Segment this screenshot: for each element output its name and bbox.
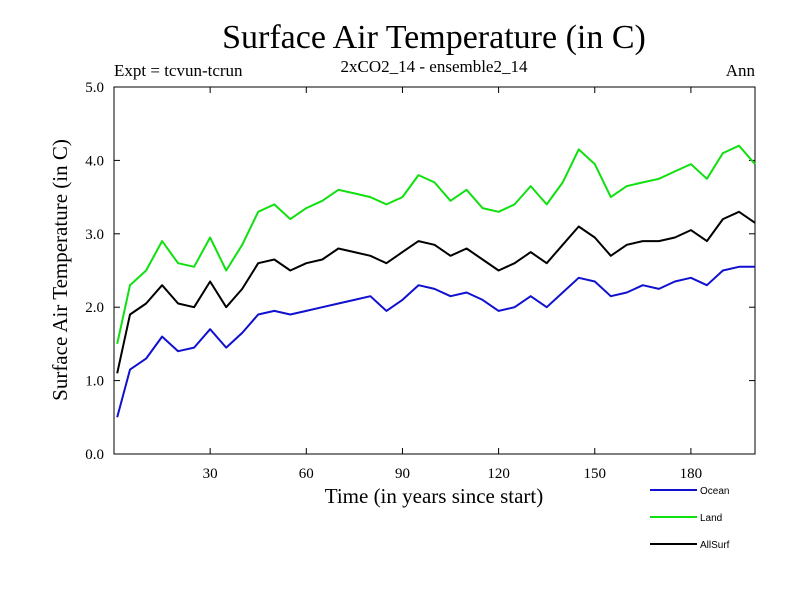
legend-label-allsurf: AllSurf: [700, 540, 730, 551]
plot-frame: [113, 86, 756, 455]
y-tick-label: 3.0: [85, 227, 104, 243]
y-tick-label: 4.0: [85, 153, 104, 169]
y-tick-label: 1.0: [85, 374, 104, 390]
y-tick-label: 2.0: [85, 300, 104, 316]
x-tick-label: 150: [584, 466, 607, 482]
legend-label-land: Land: [700, 513, 722, 524]
series-line-ocean: [116, 265, 755, 418]
y-tick-label: 5.0: [85, 80, 104, 96]
x-tick-label: 30: [203, 466, 218, 482]
x-tick-label: 90: [395, 466, 410, 482]
y-tick-label: 0.0: [85, 447, 104, 463]
legend: Ocean Land AllSurf: [650, 486, 730, 551]
x-tick-label: 180: [680, 466, 703, 482]
series-line-allsurf: [116, 210, 756, 374]
ensemble-label: 2xCO2_14 - ensemble2_14: [341, 57, 528, 76]
x-tick-label: 60: [299, 466, 314, 482]
legend-label-ocean: Ocean: [700, 486, 729, 497]
x-tick-label: 120: [487, 466, 510, 482]
y-axis-label: Surface Air Temperature (in C): [48, 139, 72, 401]
series-line-land: [116, 144, 756, 345]
chart-title: Surface Air Temperature (in C): [222, 19, 646, 56]
period-label: Ann: [726, 61, 756, 80]
plot-area: 0.0 1.0 2.0 3.0 4.0 5.0 30 60 90 120 150 180: [85, 80, 756, 482]
experiment-label: Expt = tcvun-tcrun: [114, 61, 243, 80]
x-axis-label: Time (in years since start): [325, 484, 544, 508]
